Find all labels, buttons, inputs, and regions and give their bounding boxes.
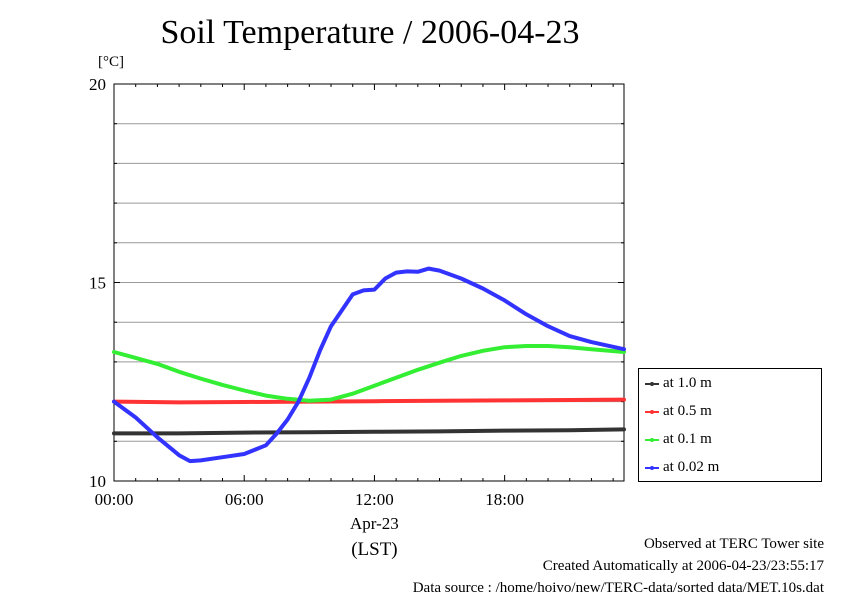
series-line-3 — [112, 266, 626, 464]
legend-item: at 0.1 m — [645, 431, 712, 448]
legend-label: at 0.5 m — [663, 403, 712, 419]
x-tick-label: 06:00 — [225, 490, 264, 509]
legend: at 1.0 m at 0.5 m at 0.1 m at 0.02 m — [638, 368, 822, 482]
y-axis-unit-label: [°C] — [98, 54, 124, 70]
x-axis-date-label: Apr-23 — [350, 514, 399, 533]
x-tick-label: 00:00 — [95, 490, 134, 509]
y-tick-label: 10 — [89, 472, 106, 491]
legend-item: at 1.0 m — [645, 375, 712, 392]
footer-data-source: Data source : /home/hoivo/new/TERC-data/… — [412, 580, 824, 596]
chart-title: Soil Temperature / 2006-04-23 — [160, 14, 580, 51]
series-line-2 — [112, 344, 626, 403]
series-line-0 — [112, 427, 626, 436]
legend-swatch — [645, 409, 659, 414]
x-axis-timezone-label: (LST) — [351, 539, 397, 560]
legend-label: at 0.02 m — [663, 459, 720, 475]
y-tick-label: 15 — [89, 274, 106, 293]
legend-swatch — [645, 465, 659, 470]
legend-label: at 0.1 m — [663, 431, 712, 447]
footer-created: Created Automatically at 2006-04-23/23:5… — [542, 558, 824, 574]
legend-swatch — [645, 437, 659, 442]
x-tick-label: 12:00 — [355, 490, 394, 509]
legend-item: at 0.5 m — [645, 403, 712, 420]
series-line-1 — [112, 397, 626, 405]
legend-label: at 1.0 m — [663, 375, 712, 391]
legend-item: at 0.02 m — [645, 459, 719, 476]
legend-swatch — [645, 381, 659, 386]
footer-observed: Observed at TERC Tower site — [643, 536, 824, 552]
x-tick-label: 18:00 — [485, 490, 524, 509]
y-tick-label: 20 — [89, 75, 106, 94]
